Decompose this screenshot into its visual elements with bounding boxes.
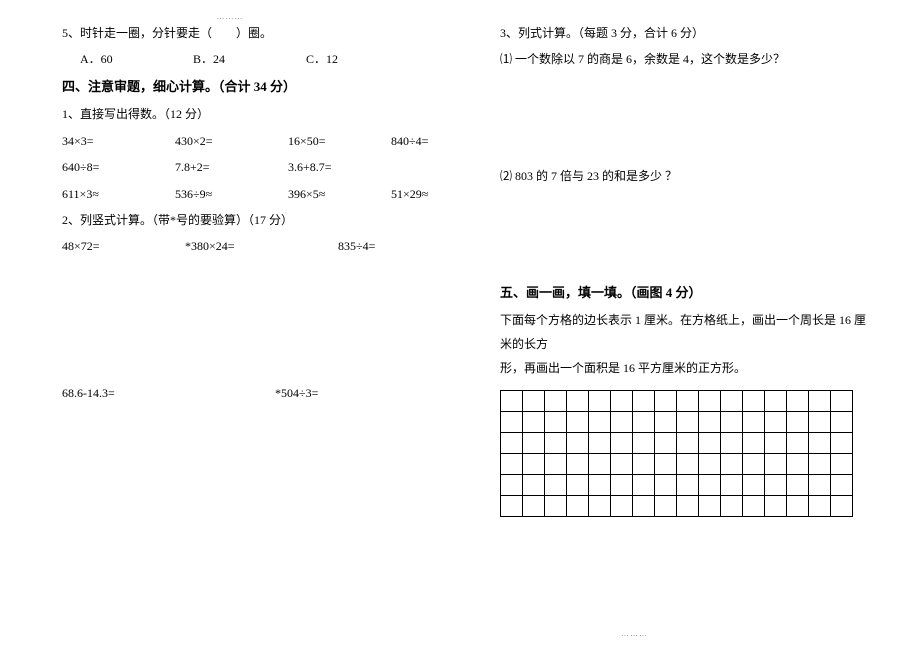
calc: 48×72= — [62, 233, 182, 259]
question-5: 5、时针走一圈，分针要走（ ）圈。 — [62, 20, 430, 46]
choice-b: B．24 — [193, 46, 303, 72]
question-5-choices: A．60 B．24 C．12 — [62, 46, 430, 72]
calc: 34×3= — [62, 128, 172, 154]
calc: 16×50= — [288, 128, 388, 154]
calc: 611×3≈ — [62, 181, 172, 207]
calc-row-2: 640÷8= 7.8+2= 3.6+8.7= — [62, 154, 430, 180]
problem-3-2: ⑵ 803 的 7 倍与 23 的和是多少 ？ — [500, 163, 870, 189]
section-5-desc-2: 形，再画出一个面积是 16 平方厘米的正方形。 — [500, 356, 870, 380]
calc: 835÷4= — [338, 233, 428, 259]
calc: 68.6-14.3= — [62, 380, 272, 406]
section-5-desc-1: 下面每个方格的边长表示 1 厘米。在方格纸上，画出一个周长是 16 厘米的长方 — [500, 308, 870, 356]
colcalc-row-2: 68.6-14.3= *504÷3= — [62, 380, 430, 406]
calc: 536÷9≈ — [175, 181, 285, 207]
calc: *504÷3= — [275, 380, 365, 406]
section-5-title: 五、画一画，填一填。（画图 4 分） — [500, 279, 870, 308]
calc: 3.6+8.7= — [288, 154, 388, 180]
problem-3: 3、列式计算。（每题 3 分，合计 6 分） — [500, 20, 870, 46]
footer-dots: ……… — [621, 629, 648, 638]
work-space — [62, 260, 430, 380]
calc: 396×5≈ — [288, 181, 388, 207]
choice-a: A．60 — [80, 46, 190, 72]
calc: 7.8+2= — [175, 154, 285, 180]
calc-row-3: 611×3≈ 536÷9≈ 396×5≈ 51×29≈ — [62, 181, 430, 207]
answer-grid — [500, 390, 853, 517]
section-4-title: 四、注意审题，细心计算。（合计 34 分） — [62, 73, 430, 102]
colcalc-row-1: 48×72= *380×24= 835÷4= — [62, 233, 430, 259]
left-column: ……… 5、时针走一圈，分针要走（ ）圈。 A．60 B．24 C．12 四、注… — [0, 0, 460, 650]
right-column: 3、列式计算。（每题 3 分，合计 6 分） ⑴ 一个数除以 7 的商是 6，余… — [460, 0, 920, 650]
work-space — [500, 73, 870, 163]
problem-1: 1、直接写出得数。（12 分） — [62, 101, 430, 127]
calc: 430×2= — [175, 128, 285, 154]
work-space — [500, 189, 870, 279]
calc-row-1: 34×3= 430×2= 16×50= 840÷4= — [62, 128, 430, 154]
calc: *380×24= — [185, 233, 335, 259]
header-dots: ……… — [217, 12, 244, 21]
problem-3-1: ⑴ 一个数除以 7 的商是 6，余数是 4，这个数是多少？ — [500, 46, 870, 72]
calc: 640÷8= — [62, 154, 172, 180]
choice-c: C．12 — [306, 46, 416, 72]
grid-area — [500, 390, 870, 517]
problem-2: 2、列竖式计算。（带*号的要验算）（17 分） — [62, 207, 430, 233]
